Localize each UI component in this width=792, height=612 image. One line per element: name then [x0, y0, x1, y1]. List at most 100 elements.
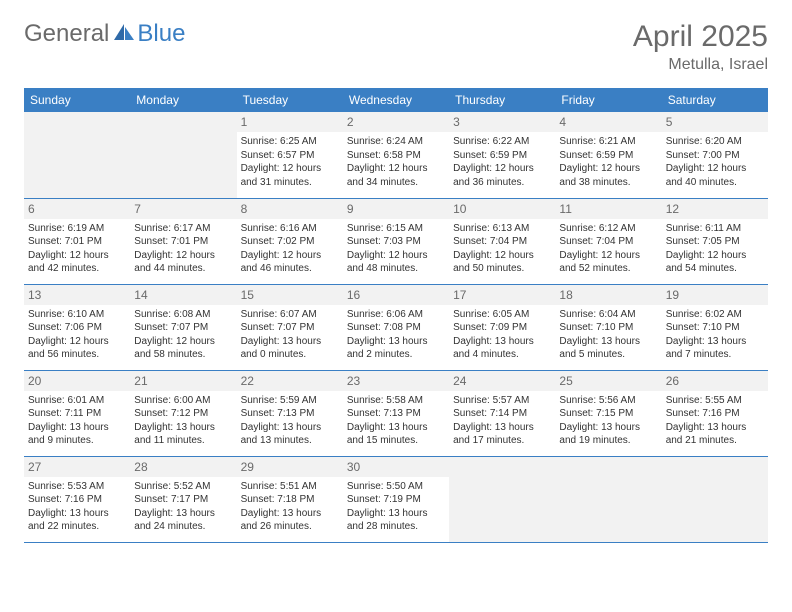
day-number: 26: [662, 371, 768, 391]
sunset-text: Sunset: 7:04 PM: [453, 235, 551, 249]
sunset-text: Sunset: 7:04 PM: [559, 235, 657, 249]
daylight-text: Daylight: 13 hours: [666, 421, 764, 435]
sunrise-text: Sunrise: 6:06 AM: [347, 308, 445, 322]
title-block: April 2025 Metulla, Israel: [633, 20, 768, 74]
location-label: Metulla, Israel: [633, 56, 768, 74]
sunset-text: Sunset: 7:14 PM: [453, 407, 551, 421]
sunrise-text: Sunrise: 5:58 AM: [347, 394, 445, 408]
day-number: 29: [237, 457, 343, 477]
calendar-week-row: 27Sunrise: 5:53 AMSunset: 7:16 PMDayligh…: [24, 456, 768, 542]
calendar-day-cell: 27Sunrise: 5:53 AMSunset: 7:16 PMDayligh…: [24, 456, 130, 542]
calendar-week-row: 1 Sunrise: 6:25 AMSunset: 6:57 PMDaylight…: [24, 112, 768, 198]
calendar-day-cell: 11Sunrise: 6:12 AMSunset: 7:04 PMDayligh…: [555, 198, 661, 284]
day-number: 3: [449, 112, 555, 132]
sunset-text: Sunset: 7:10 PM: [666, 321, 764, 335]
sunrise-text: Sunrise: 6:19 AM: [28, 222, 126, 236]
calendar-day-cell: 2Sunrise: 6:24 AMSunset: 6:58 PMDaylight…: [343, 112, 449, 198]
calendar-day-cell: 20Sunrise: 6:01 AMSunset: 7:11 PMDayligh…: [24, 370, 130, 456]
calendar-day-cell: 8Sunrise: 6:16 AMSunset: 7:02 PMDaylight…: [237, 198, 343, 284]
calendar-day-cell: 10Sunrise: 6:13 AMSunset: 7:04 PMDayligh…: [449, 198, 555, 284]
calendar-day-cell: 22Sunrise: 5:59 AMSunset: 7:13 PMDayligh…: [237, 370, 343, 456]
calendar-day-cell: 16Sunrise: 6:06 AMSunset: 7:08 PMDayligh…: [343, 284, 449, 370]
day-number: 30: [343, 457, 449, 477]
logo-text-blue: Blue: [137, 20, 185, 48]
day-number: 12: [662, 199, 768, 219]
day-number: 16: [343, 285, 449, 305]
daylight-text: and 7 minutes.: [666, 348, 764, 362]
daylight-text: Daylight: 12 hours: [453, 249, 551, 263]
sunset-text: Sunset: 7:07 PM: [241, 321, 339, 335]
daylight-text: Daylight: 13 hours: [453, 335, 551, 349]
daylight-text: Daylight: 13 hours: [241, 335, 339, 349]
sunrise-text: Sunrise: 6:02 AM: [666, 308, 764, 322]
calendar-table: Sunday Monday Tuesday Wednesday Thursday…: [24, 88, 768, 543]
daylight-text: and 48 minutes.: [347, 262, 445, 276]
sunrise-text: Sunrise: 6:17 AM: [134, 222, 232, 236]
daylight-text: and 15 minutes.: [347, 434, 445, 448]
daylight-text: Daylight: 13 hours: [666, 335, 764, 349]
daylight-text: and 24 minutes.: [134, 520, 232, 534]
sunrise-text: Sunrise: 6:07 AM: [241, 308, 339, 322]
sunset-text: Sunset: 7:16 PM: [666, 407, 764, 421]
day-number: 7: [130, 199, 236, 219]
day-number: 19: [662, 285, 768, 305]
day-number: 9: [343, 199, 449, 219]
calendar-day-cell: 12Sunrise: 6:11 AMSunset: 7:05 PMDayligh…: [662, 198, 768, 284]
daylight-text: and 21 minutes.: [666, 434, 764, 448]
daylight-text: Daylight: 12 hours: [134, 335, 232, 349]
sunrise-text: Sunrise: 5:56 AM: [559, 394, 657, 408]
daylight-text: Daylight: 13 hours: [347, 335, 445, 349]
daylight-text: Daylight: 12 hours: [28, 335, 126, 349]
sunrise-text: Sunrise: 6:25 AM: [241, 135, 339, 149]
calendar-day-cell: 30Sunrise: 5:50 AMSunset: 7:19 PMDayligh…: [343, 456, 449, 542]
calendar-day-cell: [449, 456, 555, 542]
sunset-text: Sunset: 6:57 PM: [241, 149, 339, 163]
sunrise-text: Sunrise: 5:53 AM: [28, 480, 126, 494]
sunset-text: Sunset: 7:17 PM: [134, 493, 232, 507]
day-number: 25: [555, 371, 661, 391]
sunrise-text: Sunrise: 6:22 AM: [453, 135, 551, 149]
calendar-day-cell: 14Sunrise: 6:08 AMSunset: 7:07 PMDayligh…: [130, 284, 236, 370]
daylight-text: and 52 minutes.: [559, 262, 657, 276]
sunset-text: Sunset: 7:19 PM: [347, 493, 445, 507]
daylight-text: and 38 minutes.: [559, 176, 657, 190]
daylight-text: Daylight: 12 hours: [241, 249, 339, 263]
daylight-text: and 22 minutes.: [28, 520, 126, 534]
sunset-text: Sunset: 6:58 PM: [347, 149, 445, 163]
calendar-day-cell: 18Sunrise: 6:04 AMSunset: 7:10 PMDayligh…: [555, 284, 661, 370]
sunset-text: Sunset: 7:01 PM: [28, 235, 126, 249]
sunset-text: Sunset: 7:13 PM: [347, 407, 445, 421]
month-title: April 2025: [633, 20, 768, 54]
day-number: 27: [24, 457, 130, 477]
sunrise-text: Sunrise: 6:12 AM: [559, 222, 657, 236]
calendar-day-cell: 29Sunrise: 5:51 AMSunset: 7:18 PMDayligh…: [237, 456, 343, 542]
calendar-day-cell: 1 Sunrise: 6:25 AMSunset: 6:57 PMDaylight…: [237, 112, 343, 198]
calendar-day-cell: 19 Sunrise: 6:02 AMSunset: 7:10 PMDayligh…: [662, 284, 768, 370]
calendar-day-cell: [662, 456, 768, 542]
sunrise-text: Sunrise: 5:59 AM: [241, 394, 339, 408]
daylight-text: Daylight: 12 hours: [28, 249, 126, 263]
sunset-text: Sunset: 7:15 PM: [559, 407, 657, 421]
daylight-text: Daylight: 12 hours: [241, 162, 339, 176]
daylight-text: Daylight: 13 hours: [347, 507, 445, 521]
sunset-text: Sunset: 7:09 PM: [453, 321, 551, 335]
daylight-text: Daylight: 12 hours: [134, 249, 232, 263]
calendar-day-cell: 28Sunrise: 5:52 AMSunset: 7:17 PMDayligh…: [130, 456, 236, 542]
calendar-week-row: 20Sunrise: 6:01 AMSunset: 7:11 PMDayligh…: [24, 370, 768, 456]
daylight-text: and 28 minutes.: [347, 520, 445, 534]
sunrise-text: Sunrise: 6:20 AM: [666, 135, 764, 149]
daylight-text: and 19 minutes.: [559, 434, 657, 448]
daylight-text: and 4 minutes.: [453, 348, 551, 362]
day-number: 18: [555, 285, 661, 305]
sunset-text: Sunset: 7:18 PM: [241, 493, 339, 507]
weekday-header-row: Sunday Monday Tuesday Wednesday Thursday…: [24, 88, 768, 112]
weekday-header: Tuesday: [237, 88, 343, 112]
sunrise-text: Sunrise: 5:57 AM: [453, 394, 551, 408]
sunset-text: Sunset: 7:07 PM: [134, 321, 232, 335]
daylight-text: and 0 minutes.: [241, 348, 339, 362]
sunset-text: Sunset: 7:10 PM: [559, 321, 657, 335]
sunrise-text: Sunrise: 6:21 AM: [559, 135, 657, 149]
logo-sail-icon: [113, 23, 135, 46]
calendar-day-cell: 17Sunrise: 6:05 AMSunset: 7:09 PMDayligh…: [449, 284, 555, 370]
day-number: 1: [237, 112, 343, 132]
